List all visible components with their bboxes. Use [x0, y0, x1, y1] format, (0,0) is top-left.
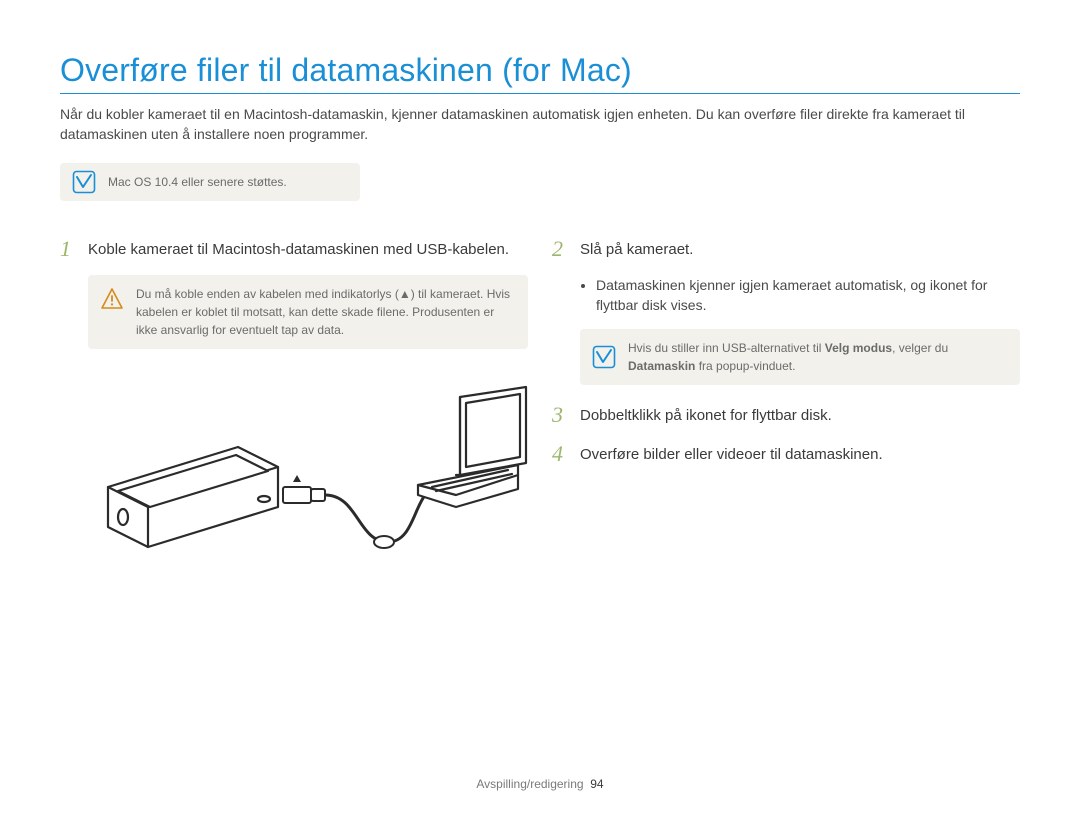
- note-text-c: fra popup-vinduet.: [695, 359, 795, 373]
- note-bold-1: Velg modus: [825, 341, 892, 355]
- content-columns: 1 Koble kameraet til Macintosh-datamaski…: [60, 237, 1020, 572]
- connection-figure: [88, 367, 528, 572]
- step-2: 2 Slå på kameraet.: [552, 237, 1020, 261]
- step-number: 4: [552, 442, 570, 466]
- step-text: Koble kameraet til Macintosh-datamaskine…: [88, 237, 509, 261]
- bullet-item: Datamaskinen kjenner igjen kameraet auto…: [596, 275, 1020, 316]
- step-text: Overføre bilder eller videoer til datama…: [580, 442, 883, 466]
- step-4: 4 Overføre bilder eller videoer til data…: [552, 442, 1020, 466]
- step-number: 1: [60, 237, 78, 261]
- step-text: Slå på kameraet.: [580, 237, 693, 261]
- intro-paragraph: Når du kobler kameraet til en Macintosh-…: [60, 104, 1020, 145]
- step-text: Dobbeltklikk på ikonet for flyttbar disk…: [580, 403, 832, 427]
- warning-icon: [100, 287, 124, 311]
- footer-page-number: 94: [590, 777, 603, 791]
- page-footer: Avspilling/redigering 94: [0, 777, 1080, 791]
- warning-box: Du må koble enden av kabelen med indikat…: [88, 275, 528, 349]
- manual-page: Overføre filer til datamaskinen (for Mac…: [0, 0, 1080, 815]
- left-column: 1 Koble kameraet til Macintosh-datamaski…: [60, 237, 528, 572]
- footer-section: Avspilling/redigering: [476, 777, 583, 791]
- note-text-a: Hvis du stiller inn USB-alternativet til: [628, 341, 825, 355]
- step-number: 3: [552, 403, 570, 427]
- usb-note-box: Hvis du stiller inn USB-alternativet til…: [580, 329, 1020, 385]
- triangle-icon: ▲: [399, 287, 411, 301]
- warning-text-a: Du må koble enden av kabelen med indikat…: [136, 287, 399, 301]
- note-icon: [72, 170, 96, 194]
- step-3: 3 Dobbeltklikk på ikonet for flyttbar di…: [552, 403, 1020, 427]
- right-column: 2 Slå på kameraet. Datamaskinen kjenner …: [552, 237, 1020, 572]
- note-bold-2: Datamaskin: [628, 359, 695, 373]
- step-1: 1 Koble kameraet til Macintosh-datamaski…: [60, 237, 528, 261]
- note-text-b: , velger du: [892, 341, 948, 355]
- top-note-text: Mac OS 10.4 eller senere støttes.: [108, 175, 287, 189]
- top-note-box: Mac OS 10.4 eller senere støttes.: [60, 163, 360, 201]
- step2-bullets: Datamaskinen kjenner igjen kameraet auto…: [582, 275, 1020, 316]
- page-title: Overføre filer til datamaskinen (for Mac…: [60, 52, 1020, 94]
- step-number: 2: [552, 237, 570, 261]
- note-icon: [592, 345, 616, 369]
